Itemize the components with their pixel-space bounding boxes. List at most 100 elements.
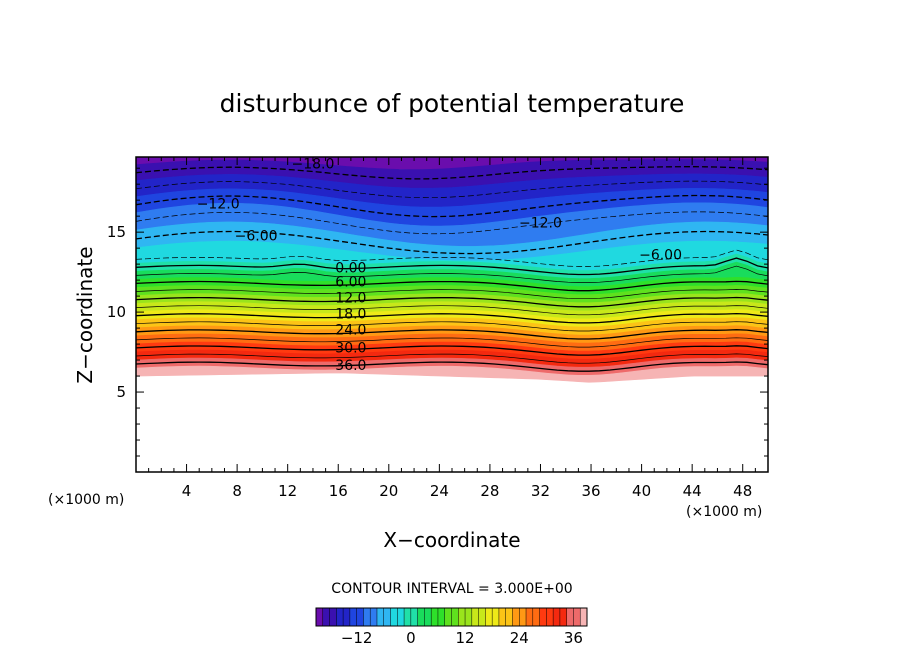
colorbar-cell [471,608,479,626]
contour-label: 30.0 [335,340,366,356]
field-band [136,365,768,383]
colorbar-cell [397,608,405,626]
x-tick-label: 48 [733,482,752,500]
colorbar-cell [566,608,574,626]
colorbar-tick-label: 36 [564,629,583,647]
contour-line [136,180,768,199]
colorbar-cell [417,608,425,626]
contour-label: 12.0 [335,291,366,307]
contour-line [136,211,768,235]
x-tick-label: 32 [531,482,550,500]
colorbar-cell [465,608,473,626]
colorbar-cell [376,608,385,626]
colorbar-cell [485,608,493,626]
contour-label: −12.0 [197,196,240,212]
contour-line [136,353,768,364]
contour-line [136,296,768,308]
colorbar-cell [424,608,432,626]
x-tick-label: 20 [379,482,398,500]
colorbar [315,607,588,627]
colorbar-cell [343,608,351,626]
contour-line [136,166,768,180]
colorbar-cell [431,608,439,626]
x-axis-unit: (×1000 m) [686,504,762,520]
contour-line [136,249,768,267]
colorbar-cell [492,608,500,626]
colorbar-frame [315,607,588,627]
contour-line [136,305,768,316]
colorbar-cell [532,608,540,626]
colorbar-cell [322,608,330,626]
colorbar-cell [370,608,378,626]
contour-label: 0.00 [335,260,366,276]
temperature-field [136,157,768,383]
contour-line [136,289,768,300]
chart-title: disturbunce of potential temperature [220,89,685,118]
contour-lines [136,166,768,372]
contour-label-group: −18.0 −12.0 −12.0 −6.00 −6.00 0.006.0012.018.… [197,156,682,373]
y-axis-ticks: 5 10 15 [107,167,768,457]
colorbar-cell [498,608,507,626]
y-tick-label: 15 [107,223,126,241]
colorbar-cell [444,608,452,626]
x-tick-label: 44 [683,482,702,500]
colorbar-tick-label: −12 [341,629,373,647]
contour-line [136,337,768,348]
x-tick-label: 16 [329,482,348,500]
colorbar-tick-label: 12 [456,629,475,647]
colorbar-cell [349,608,358,626]
colorbar-cell [559,608,568,626]
colorbar-cell [526,608,534,626]
contour-label: −6.00 [639,248,682,264]
contour-line [136,265,768,283]
contour-interval-text: CONTOUR INTERVAL = 3.000E+00 [331,581,572,597]
x-axis-title: X−coordinate [383,528,520,552]
contour-line [136,230,768,255]
colorbar-cell [478,608,486,626]
colorbar-cell [519,608,527,626]
contour-line [136,345,768,356]
x-tick-label: 24 [430,482,449,500]
colorbar-tick-labels: −12 0 12 24 36 [341,629,583,647]
contour-line [136,194,768,218]
contour-line [136,280,768,292]
colorbar-cell [437,608,446,626]
colorbar-cell [512,608,520,626]
x-tick-label: 36 [581,482,600,500]
contour-label: 6.00 [335,275,366,291]
colorbar-cell [553,608,561,626]
contour-line [136,329,768,340]
y-tick-label: 5 [116,383,126,401]
contour-line [136,321,768,332]
contour-label: −18.0 [292,156,335,172]
x-axis-ticks: 4 8 12 16 20 24 28 32 36 40 44 48 [148,157,756,500]
colorbar-cell [390,608,398,626]
colorbar-cell [505,608,513,626]
contour-label: 18.0 [335,307,366,323]
colorbar-cell [336,608,344,626]
x-tick-label: 28 [480,482,499,500]
x-tick-label: 12 [278,482,297,500]
colorbar-cell [363,608,371,626]
colorbar-cell [410,608,419,626]
y-axis-title: Z−coordinate [73,246,97,383]
y-tick-label: 10 [107,303,126,321]
colorbar-cell [316,608,324,626]
colorbar-cell [329,608,337,626]
contour-line [136,312,768,324]
contour-label: 36.0 [335,358,366,374]
y-axis-unit: (×1000 m) [48,492,124,508]
contour-line [136,361,768,372]
colorbar-cell [383,608,391,626]
colorbar-cell [539,608,547,626]
colorbar-cell [458,608,466,626]
colorbar-cell [404,608,412,626]
colorbar-cell [451,608,459,626]
colorbar-cell [546,608,554,626]
contour-label: −12.0 [519,216,562,232]
contour-label: 24.0 [335,323,366,339]
colorbar-tick-label: 24 [510,629,529,647]
x-tick-label: 4 [182,482,192,500]
x-tick-label: 8 [232,482,242,500]
